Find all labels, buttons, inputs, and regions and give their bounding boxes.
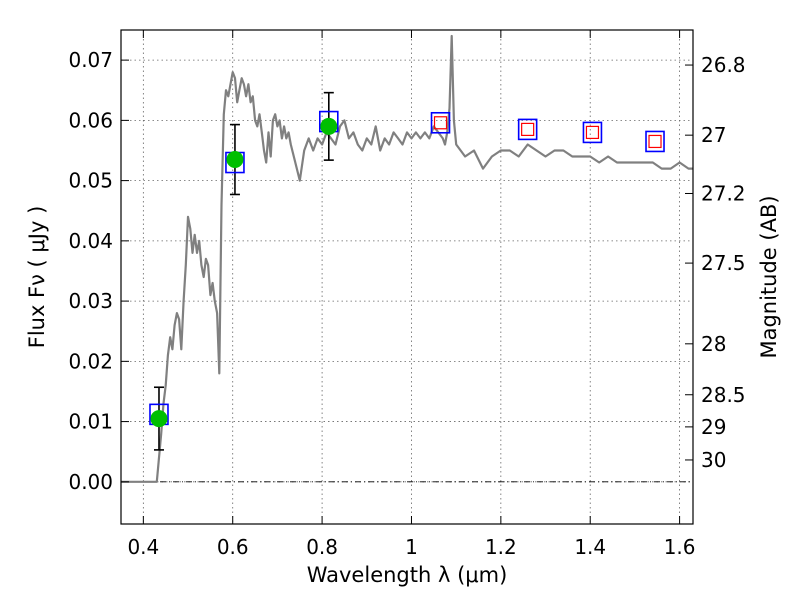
model-band-flux-markers xyxy=(149,110,665,426)
observed-flux-point xyxy=(226,151,244,169)
model-band-flux-marker xyxy=(582,121,603,144)
y2-tick-label: 29 xyxy=(701,415,726,439)
y2-tick-label: 27.2 xyxy=(701,181,746,205)
y2-tick-label: 26.8 xyxy=(701,53,746,77)
model-band-flux-marker xyxy=(645,130,665,153)
model-band-flux-marker xyxy=(430,111,451,134)
x-axis-title: Wavelength λ (μm) xyxy=(307,563,508,587)
y-axis-ticks: 0.00 0.01 0.02 0.03 0.04 0.05 0.06 0.07 xyxy=(68,48,129,494)
y2-tick-label: 27.5 xyxy=(701,251,746,275)
y2-axis-ticks: 26.8 27 27.2 27.5 28 28.5 29 30 xyxy=(685,53,746,472)
y-axis-title: Flux Fν ( μJy ) xyxy=(25,206,49,349)
y-tick-label: 0.02 xyxy=(68,349,113,373)
observed-flux-markers xyxy=(150,117,338,428)
y-tick-label: 0.00 xyxy=(68,470,113,494)
observed-flux-point xyxy=(150,410,168,428)
plot-frame xyxy=(120,29,694,525)
y2-axis-title: Magnitude (AB) xyxy=(757,195,781,358)
upper-limit-marker xyxy=(648,134,662,149)
model-spectrum-line xyxy=(121,34,693,483)
x-axis-ticks: 0.4 0.6 0.8 1 1.2 1.4 1.6 xyxy=(127,30,696,559)
y2-tick-label: 27 xyxy=(701,123,726,147)
y2-tick-label: 28 xyxy=(701,332,726,356)
x-tick-label: 0.4 xyxy=(127,535,159,559)
y-tick-label: 0.04 xyxy=(68,229,113,253)
y-tick-label: 0.01 xyxy=(68,410,113,434)
upper-limit-marker xyxy=(585,125,600,140)
y2-tick-label: 30 xyxy=(701,448,726,472)
upper-limit-marker xyxy=(433,116,448,130)
model-band-flux-marker xyxy=(517,118,538,141)
x-tick-label: 1 xyxy=(405,535,418,559)
y-tick-label: 0.06 xyxy=(68,108,113,132)
plot-area xyxy=(121,34,693,483)
x-tick-label: 0.6 xyxy=(217,535,249,559)
x-tick-label: 1.2 xyxy=(485,535,517,559)
x-tick-label: 1.4 xyxy=(574,535,606,559)
upper-limit-markers xyxy=(433,116,662,149)
y-tick-label: 0.07 xyxy=(68,48,113,72)
x-tick-label: 1.6 xyxy=(664,535,696,559)
upper-limit-marker xyxy=(521,122,535,137)
y-tick-label: 0.05 xyxy=(68,169,113,193)
y2-tick-label: 28.5 xyxy=(701,383,746,407)
y-tick-label: 0.03 xyxy=(68,289,113,313)
x-tick-label: 0.8 xyxy=(306,535,338,559)
observed-flux-point xyxy=(320,117,338,135)
